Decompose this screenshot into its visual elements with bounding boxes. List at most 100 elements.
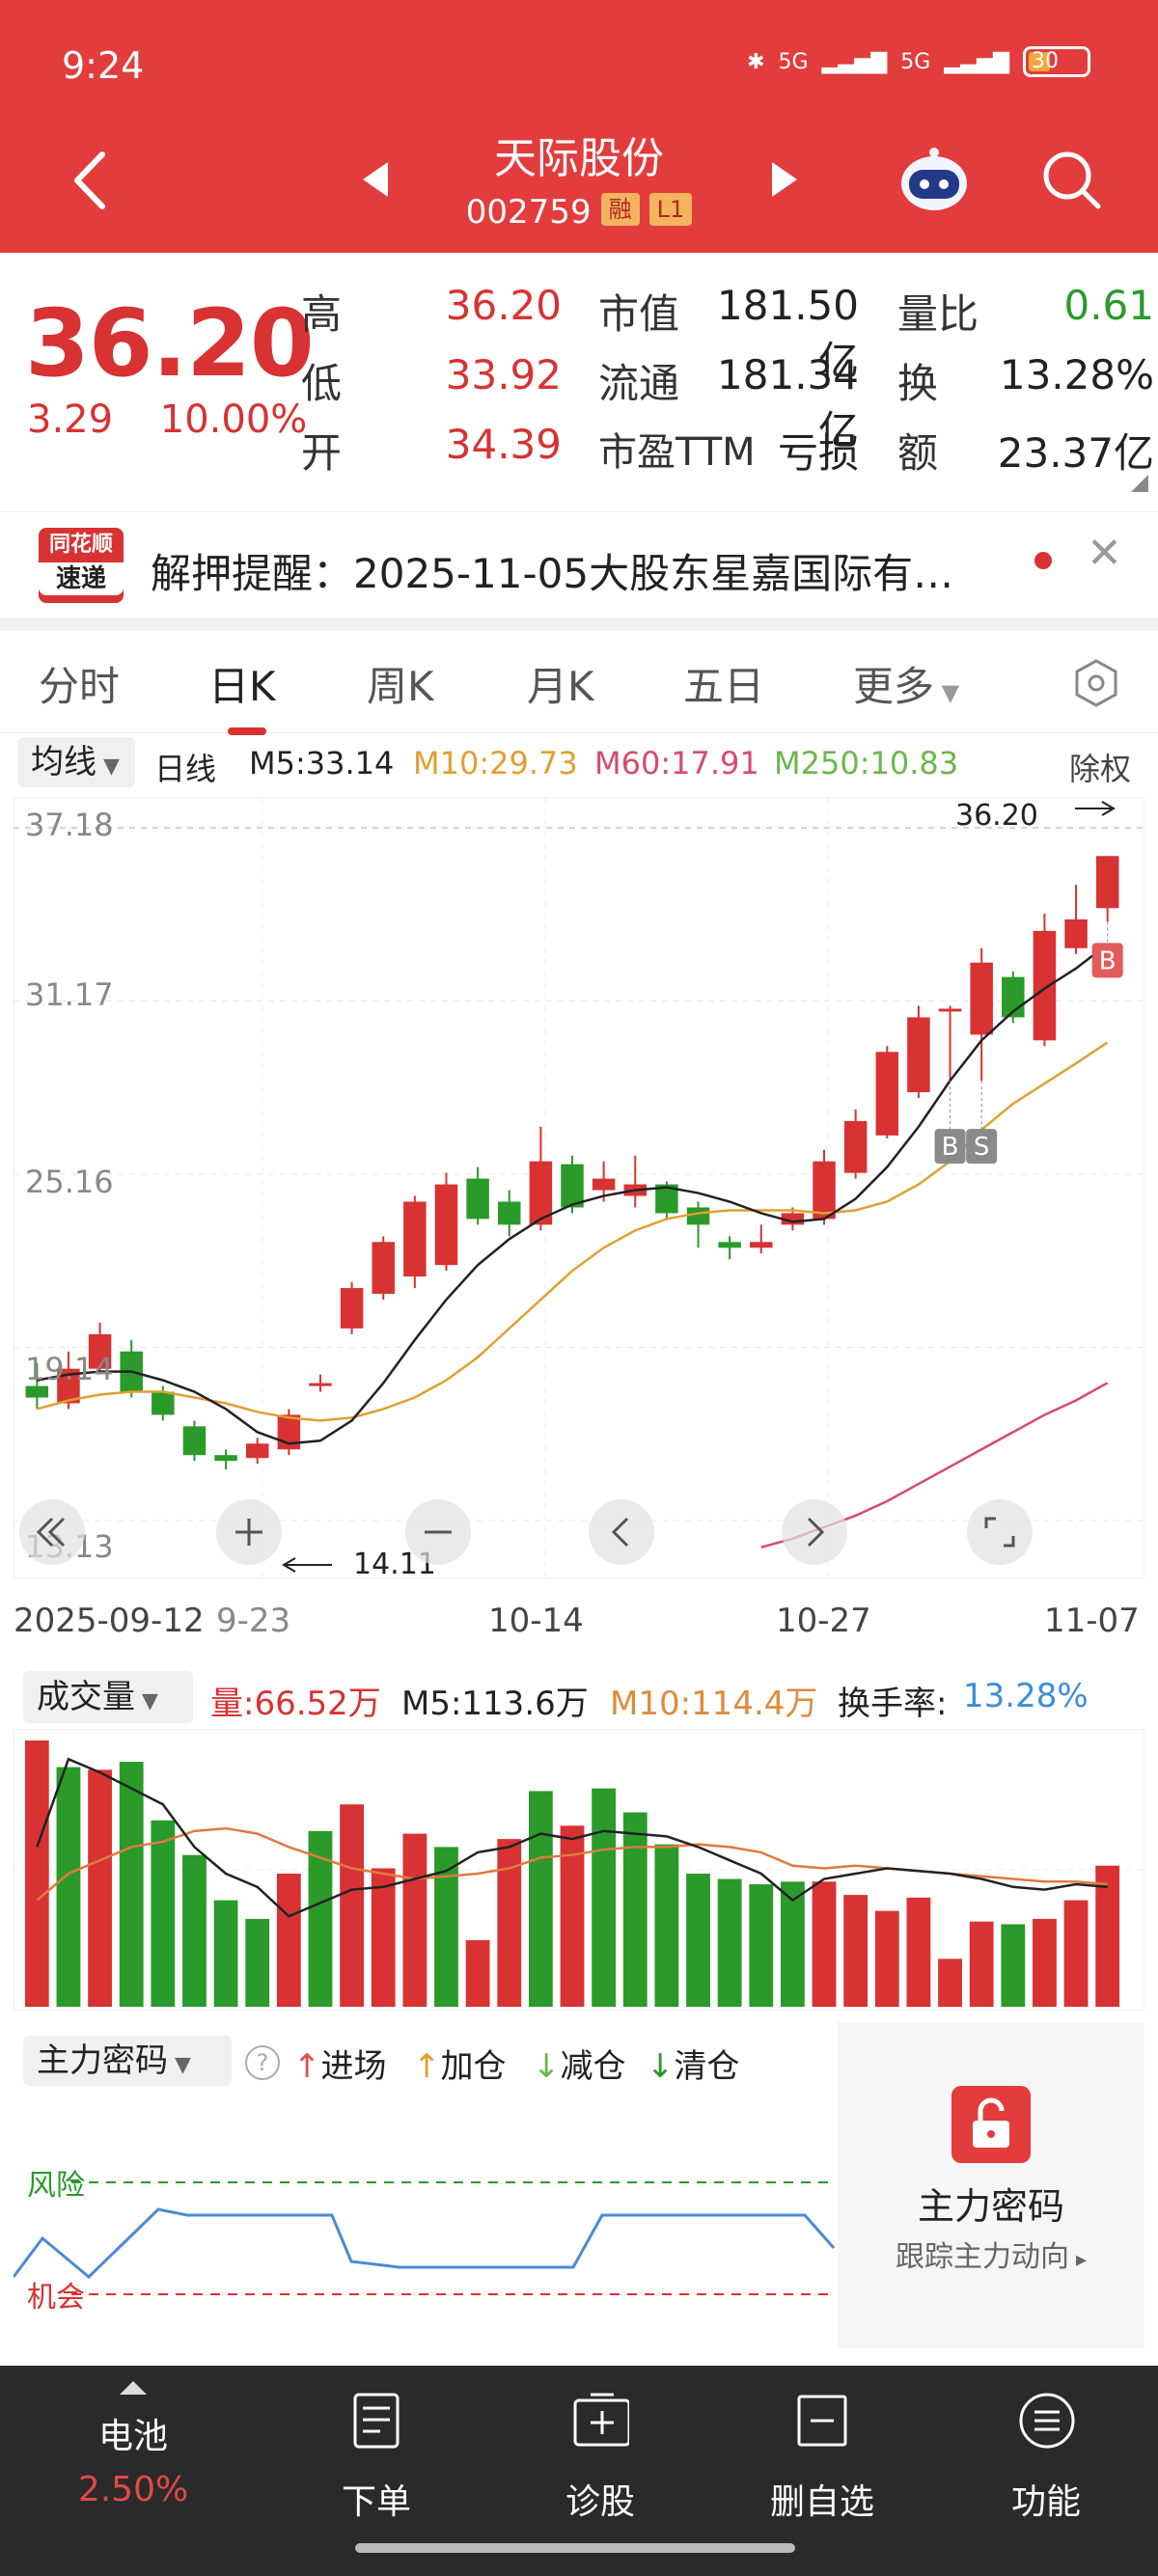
mktcap-value: 181.50亿 [717,282,859,385]
bottom-nav: 电池 2.50% 下单 诊股 删自选 [0,2366,1158,2576]
candle-body [214,1455,237,1462]
mktcap-label: 市值 [598,290,680,338]
kline-chart[interactable]: B SB [14,797,1144,1578]
ma10-line [36,1041,1109,1422]
candle-body [497,1201,521,1225]
tab-daily-k[interactable]: 日K [208,663,276,710]
adjust-label[interactable]: 除权 [1069,751,1132,787]
robot-assistant-icon[interactable] [896,143,973,216]
low-label: 低 [301,360,343,407]
y-tick-label: 31.17 [25,976,114,1013]
next-stock-icon[interactable] [768,160,801,199]
date-label: 9-23 [216,1602,291,1640]
volume-select[interactable]: 成交量 ▼ [23,1671,193,1723]
search-icon[interactable] [1040,149,1104,212]
status-time: 9:24 [62,44,145,87]
fullscreen-icon[interactable] [965,1497,1034,1567]
stock-name: 天际股份 [494,134,664,183]
turnover-rate-value: 13.28% [963,1677,1089,1715]
home-indicator[interactable] [355,2543,795,2553]
ma-select[interactable]: 均线 ▼ [17,737,135,787]
expand-corner-icon[interactable] [1129,473,1150,494]
candle-body [843,1120,868,1173]
turnover-label: 换 [897,360,939,407]
tab-intraday[interactable]: 分时 [39,663,121,710]
nav-functions[interactable]: 功能 [940,2366,1152,2576]
candle-body [434,1184,458,1266]
low-value: 33.92 [445,351,562,398]
volume-bar [245,1918,270,2007]
active-tab-indicator [228,727,266,735]
candle-body [245,1443,269,1459]
signal-5g-icon-2: 5G [900,49,931,74]
back-arrow-icon[interactable] [68,147,116,214]
prev-stock-icon[interactable] [359,160,392,199]
level-tag: L1 [648,193,693,226]
volume-bar [276,1874,301,2007]
mainforce-chart[interactable] [14,2142,838,2335]
close-icon[interactable]: ✕ [1087,529,1122,578]
caret-up-icon [120,2381,147,2395]
date-label: 2025-09-12 [14,1602,205,1640]
settings-hexagon-icon[interactable] [1071,658,1121,708]
tab-more[interactable]: 更多 ▼ [853,663,960,710]
nav-diagnose[interactable]: 诊股 [494,2366,706,2576]
zoom-in-icon[interactable] [214,1497,284,1567]
risk-label: 风险 [27,2169,85,2203]
volume-bar [812,1881,837,2007]
volume-bar [88,1769,112,2007]
y-tick-label: 19.14 [25,1351,114,1387]
candle-body [561,1164,584,1208]
tab-weekly-k[interactable]: 周K [367,663,434,710]
notice-text[interactable]: 解押提醒：2025-11-05大股东星嘉国际有… [151,550,954,597]
tab-monthly-k[interactable]: 月K [527,663,594,710]
scroll-left-icon[interactable] [587,1497,656,1567]
candle-body [750,1242,773,1248]
nav-order-label: 下单 [341,2482,411,2522]
amount-label: 额 [897,429,939,477]
diagnose-icon [573,2393,629,2447]
date-label: 10-27 [776,1602,871,1640]
nav-order[interactable]: 下单 [270,2366,482,2576]
help-icon[interactable]: ? [243,2043,282,2082]
candle-body [655,1184,678,1214]
volume-bar [906,1897,931,2007]
candle-body [25,1385,49,1398]
open-value: 34.39 [445,421,562,468]
bluetooth-icon: ✱ [747,49,765,74]
chart-tabs: 分时 日K 周K 月K 五日 更多 ▼ [0,631,1158,735]
y-tick-label: 25.16 [25,1164,114,1200]
volume-bar [528,1791,553,2007]
volume-bar [119,1762,144,2007]
mainforce-card[interactable]: 主力密码 跟踪主力动向 ▸ [838,2022,1144,2348]
nav-remove-watchlist[interactable]: 删自选 [716,2366,928,2576]
menu-circle-icon [1019,2393,1075,2449]
mainforce-select[interactable]: 主力密码 ▼ [23,2036,232,2086]
pe-value: 亏损 [777,429,859,477]
scroll-right-icon[interactable] [780,1497,849,1567]
nav-remove-watchlist-label: 删自选 [769,2482,874,2522]
volume-chart[interactable] [14,1729,1144,2011]
pe-label: 市盈TTM [598,430,756,475]
stock-code: 002759 [465,193,592,232]
ma5-value: M5:33.14 [249,745,395,781]
candle-body [781,1213,805,1225]
status-icons: ✱ 5G ▂▃▅▇ 5G ▂▃▅▇ 30 [747,46,1090,77]
candle-body [309,1383,332,1386]
low-price-arrowhead [282,1557,296,1573]
candle-body [340,1288,364,1329]
rewind-icon[interactable] [17,1497,87,1567]
volume-bar [686,1874,710,2007]
tab-five-day[interactable]: 五日 [683,663,765,710]
current-price: 36.20 [25,289,315,397]
volume-bar [843,1895,868,2007]
volume-bar [182,1854,207,2007]
notice-bar[interactable]: 同花顺 速递 解押提醒：2025-11-05大股东星嘉国际有… [0,511,1158,617]
nav-battery-sector[interactable]: 电池 2.50% [27,2366,239,2576]
volume-bar [592,1788,617,2007]
order-doc-icon [353,2393,400,2449]
float-label: 流通 [598,360,680,407]
zoom-out-icon[interactable] [403,1497,473,1567]
volume-value: 量:66.52万 [210,1685,381,1723]
